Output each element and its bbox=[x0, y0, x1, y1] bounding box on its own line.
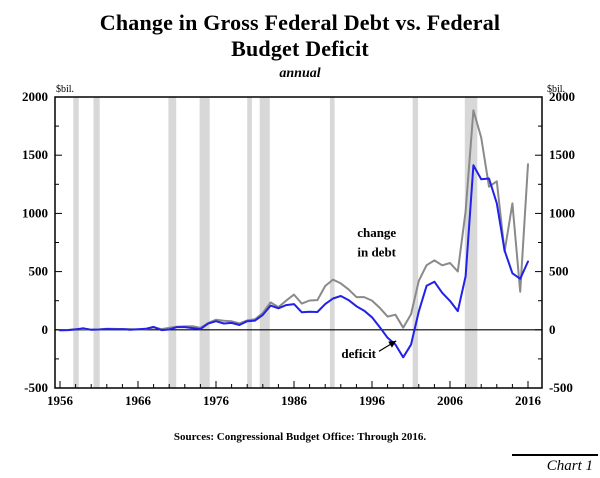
x-tick-label: 1966 bbox=[125, 393, 152, 408]
y-tick-label-left: 1000 bbox=[22, 205, 48, 220]
x-tick-label: 1986 bbox=[281, 393, 308, 408]
chart-title-line-2: Budget Deficit bbox=[231, 36, 369, 62]
y-tick-label-left: 1500 bbox=[22, 147, 48, 162]
unit-label-right: $bil. bbox=[547, 84, 565, 95]
x-tick-label: 2006 bbox=[437, 393, 464, 408]
chart-number: Chart 1 bbox=[512, 454, 598, 475]
recession-band bbox=[93, 97, 100, 388]
annotation-change-in-debt-label: in debt bbox=[357, 244, 396, 259]
y-tick-label-left: 0 bbox=[42, 322, 49, 337]
chart-subtitle: annual bbox=[279, 65, 321, 81]
y-tick-label-right: 2000 bbox=[549, 89, 575, 104]
recession-band bbox=[259, 97, 270, 388]
recession-band bbox=[199, 97, 210, 388]
y-tick-label-right: 1500 bbox=[549, 147, 575, 162]
x-tick-label: 1956 bbox=[47, 393, 74, 408]
y-tick-label-right: -500 bbox=[549, 380, 573, 395]
x-tick-label: 2016 bbox=[515, 393, 542, 408]
recession-band bbox=[329, 97, 335, 388]
x-tick-label: 1996 bbox=[359, 393, 386, 408]
annotation-arrow-deficit-label bbox=[378, 340, 397, 352]
y-tick-label-left: 2000 bbox=[22, 89, 48, 104]
y-tick-label-right: 1000 bbox=[549, 205, 575, 220]
y-tick-label-right: 0 bbox=[549, 322, 556, 337]
recession-band bbox=[412, 97, 419, 388]
sources-note: Sources: Congressional Budget Office: Th… bbox=[173, 431, 427, 443]
series-line-change-in-debt bbox=[59, 109, 529, 332]
x-tick-label: 1976 bbox=[203, 393, 230, 408]
unit-label-left: $bil. bbox=[56, 84, 74, 95]
chart-title: Change in Gross Federal Debt vs. Federal… bbox=[0, 10, 600, 63]
y-tick-label-left: -500 bbox=[24, 380, 48, 395]
recession-band bbox=[168, 97, 177, 388]
y-tick-label-right: 500 bbox=[549, 264, 569, 279]
chart-title-line-1: Change in Gross Federal Debt vs. Federal bbox=[99, 10, 501, 35]
annotation-deficit-label: deficit bbox=[341, 346, 376, 361]
recession-band bbox=[247, 97, 252, 388]
recession-band bbox=[73, 97, 79, 388]
y-tick-label-left: 500 bbox=[29, 264, 49, 279]
series-line-deficit bbox=[59, 164, 529, 359]
annotation-change-in-debt-label: change bbox=[357, 225, 396, 240]
